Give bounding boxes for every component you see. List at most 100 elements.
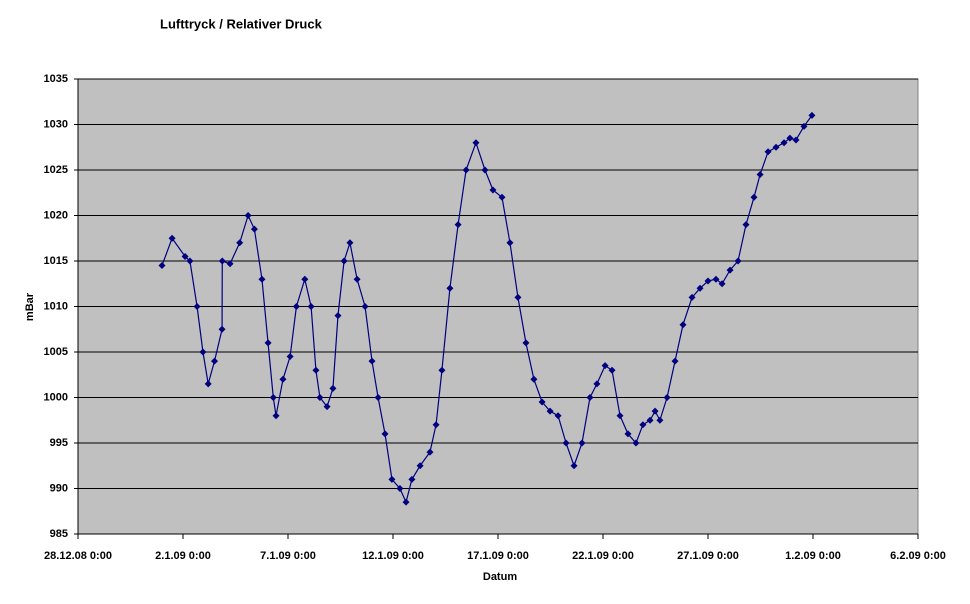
- data-point: [608, 366, 616, 374]
- data-point: [800, 122, 808, 130]
- data-point: [651, 407, 659, 415]
- data-point: [489, 186, 497, 194]
- y-tick-label: 1025: [44, 164, 68, 176]
- data-point: [236, 239, 244, 247]
- data-point: [204, 380, 212, 388]
- data-point: [616, 412, 624, 420]
- data-point: [408, 475, 416, 483]
- x-tick-label: 28.12.08 0:00: [44, 550, 112, 562]
- y-tick-label: 995: [50, 437, 68, 449]
- data-point: [402, 498, 410, 506]
- y-tick-label: 1020: [44, 209, 68, 221]
- data-point: [340, 257, 348, 265]
- data-point: [756, 171, 764, 179]
- data-point: [808, 111, 816, 119]
- data-point: [792, 136, 800, 144]
- data-point: [726, 266, 734, 274]
- data-point: [586, 394, 594, 401]
- data-point: [554, 412, 562, 420]
- data-point: [272, 412, 280, 420]
- data-point: [639, 421, 647, 429]
- data-point: [522, 339, 530, 347]
- x-tick-label: 22.1.09 0:00: [572, 550, 634, 562]
- data-point: [462, 166, 470, 174]
- data-point: [538, 398, 546, 406]
- data-point: [388, 475, 396, 483]
- chart-title: Lufttryck / Relativer Druck: [160, 16, 323, 31]
- data-point: [704, 277, 712, 285]
- data-point: [432, 421, 440, 429]
- data-point: [718, 280, 726, 288]
- y-tick-label: 1000: [44, 391, 68, 403]
- data-point: [656, 416, 664, 424]
- data-point: [416, 462, 424, 470]
- y-tick-label: 1005: [44, 346, 68, 358]
- data-point: [361, 303, 369, 310]
- y-tick-label: 990: [50, 482, 68, 494]
- data-point: [269, 394, 277, 401]
- data-point: [498, 193, 506, 201]
- data-point: [546, 407, 554, 415]
- data-point: [244, 212, 252, 219]
- data-point: [316, 394, 324, 401]
- data-point: [562, 439, 570, 447]
- data-point: [211, 357, 218, 365]
- data-point: [454, 221, 462, 229]
- data-point: [353, 275, 361, 283]
- data-point: [593, 380, 601, 388]
- data-point: [186, 257, 194, 265]
- data-point: [624, 430, 632, 438]
- data-point: [679, 321, 687, 329]
- data-point: [374, 394, 382, 401]
- data-point: [786, 134, 794, 142]
- x-tick-label: 1.2.09 0:00: [785, 550, 841, 562]
- data-point: [446, 284, 454, 292]
- data-point: [780, 139, 788, 147]
- x-tick-label: 6.2.09 0:00: [890, 550, 946, 562]
- data-point: [601, 362, 609, 370]
- data-point: [734, 257, 742, 265]
- data-point: [750, 193, 758, 201]
- data-point: [688, 293, 696, 301]
- data-point: [158, 262, 166, 270]
- x-tick-label: 27.1.09 0:00: [677, 550, 739, 562]
- data-point: [307, 303, 315, 310]
- data-point: [323, 403, 331, 411]
- data-point: [632, 439, 640, 447]
- data-point: [312, 366, 320, 374]
- data-point: [258, 275, 266, 283]
- data-point: [368, 357, 376, 365]
- data-point: [199, 348, 207, 356]
- data-point: [764, 148, 772, 156]
- data-point: [264, 339, 272, 347]
- data-point: [301, 275, 309, 283]
- data-point: [292, 303, 300, 310]
- data-point: [181, 252, 189, 260]
- x-tick-label: 2.1.09 0:00: [155, 550, 211, 562]
- data-point: [646, 416, 654, 424]
- x-tick-label: 7.1.09 0:00: [260, 550, 316, 562]
- data-point: [381, 430, 389, 438]
- data-point: [671, 357, 679, 365]
- data-point: [396, 485, 404, 492]
- data-point: [426, 448, 434, 456]
- data-point: [772, 143, 780, 151]
- y-tick-label: 1010: [44, 300, 68, 312]
- data-point: [481, 166, 489, 174]
- data-point: [218, 325, 226, 333]
- data-point: [506, 239, 514, 247]
- data-point: [570, 462, 578, 470]
- data-point: [226, 260, 234, 268]
- data-point: [696, 284, 704, 292]
- x-tick-label: 17.1.09 0:00: [467, 550, 529, 562]
- data-point: [742, 221, 750, 229]
- x-tick-label: 12.1.09 0:00: [362, 550, 424, 562]
- data-point: [578, 439, 586, 447]
- data-point: [663, 394, 671, 401]
- data-point: [279, 375, 287, 383]
- data-point: [250, 225, 258, 233]
- y-axis-label: mBar: [24, 292, 36, 321]
- y-tick-label: 1030: [44, 118, 68, 130]
- data-point: [472, 139, 480, 147]
